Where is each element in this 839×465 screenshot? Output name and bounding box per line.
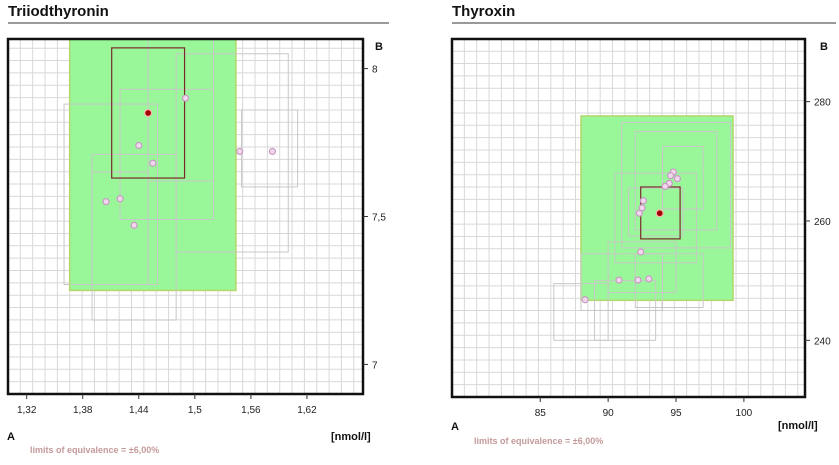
data-point: [637, 248, 645, 256]
y-tick-label: 260: [814, 217, 831, 228]
unit-label: [nmol/l]: [331, 431, 371, 443]
x-tick-label: 100: [736, 408, 753, 419]
y-tick-label: 7,5: [372, 213, 386, 224]
uncertainty-box: [553, 283, 609, 341]
title-underline: [452, 22, 836, 24]
x-tick-label: 95: [670, 408, 682, 419]
uncertainty-box: [634, 130, 718, 231]
uncertainty-box: [628, 187, 684, 237]
chart-title: Triiodthyronin: [8, 3, 109, 20]
x-tick-label: 1,38: [73, 405, 93, 416]
x-tick-label: 85: [535, 408, 547, 419]
x-tick-label: 1,62: [297, 405, 317, 416]
current-uncertainty-box: [111, 47, 186, 179]
current-data-point: [144, 108, 153, 117]
x-tick-label: 90: [603, 408, 615, 419]
plot-area: [553, 115, 734, 341]
unit-label: [nmol/l]: [778, 420, 818, 432]
y-tick-label: 240: [814, 336, 831, 347]
data-point: [615, 276, 623, 284]
uncertainty-box: [614, 172, 697, 264]
data-point: [181, 94, 190, 102]
data-point: [268, 147, 276, 156]
title-underline: [8, 22, 389, 24]
y-axis-label: B: [820, 41, 828, 53]
data-point: [236, 147, 244, 156]
x-tick-label: 1,44: [129, 405, 149, 416]
data-point: [149, 159, 157, 167]
uncertainty-box: [119, 88, 215, 220]
data-point: [661, 182, 669, 190]
y-axis-label: B: [375, 41, 383, 53]
data-point: [673, 175, 681, 183]
triiodthyronin-chart: 1,32 1,38 1,44 1,5 1,56 1,62 7 7,5 8 A B [nmol/l]: [6, 37, 386, 443]
uncertainty-box: [175, 53, 289, 253]
limits-of-equivalence-text: limits of equivalence = ±6,00%: [474, 436, 604, 446]
plot-frame: [450, 37, 807, 399]
y-tick-label: 8: [372, 65, 378, 76]
data-point: [634, 276, 642, 284]
data-point: [645, 275, 653, 283]
data-point: [666, 172, 675, 180]
data-point: [130, 221, 138, 229]
data-point: [639, 197, 648, 205]
plot-area: [63, 39, 299, 321]
x-axis-label: A: [7, 431, 15, 443]
data-point: [635, 209, 643, 217]
data-point: [638, 204, 646, 212]
limits-of-equivalence-text: limits of equivalence = ±6,00%: [30, 445, 160, 455]
uncertainty-box: [607, 241, 677, 294]
data-point: [102, 198, 110, 206]
uncertainty-box: [580, 253, 663, 311]
x-tick-label: 1,32: [17, 405, 37, 416]
data-point: [116, 195, 124, 203]
uncertainty-box: [594, 280, 657, 341]
y-tick-label: 7: [372, 360, 378, 371]
y-tick-label: 280: [814, 98, 831, 109]
x-tick-label: 1,5: [188, 405, 202, 416]
x-tick-label: 1,56: [241, 405, 261, 416]
current-data-point: [655, 209, 664, 218]
chart-title: Thyroxin: [452, 3, 516, 20]
data-point: [135, 141, 143, 150]
x-axis-label: A: [451, 421, 459, 433]
data-point: [581, 296, 589, 304]
acceptance-region: [580, 115, 734, 302]
